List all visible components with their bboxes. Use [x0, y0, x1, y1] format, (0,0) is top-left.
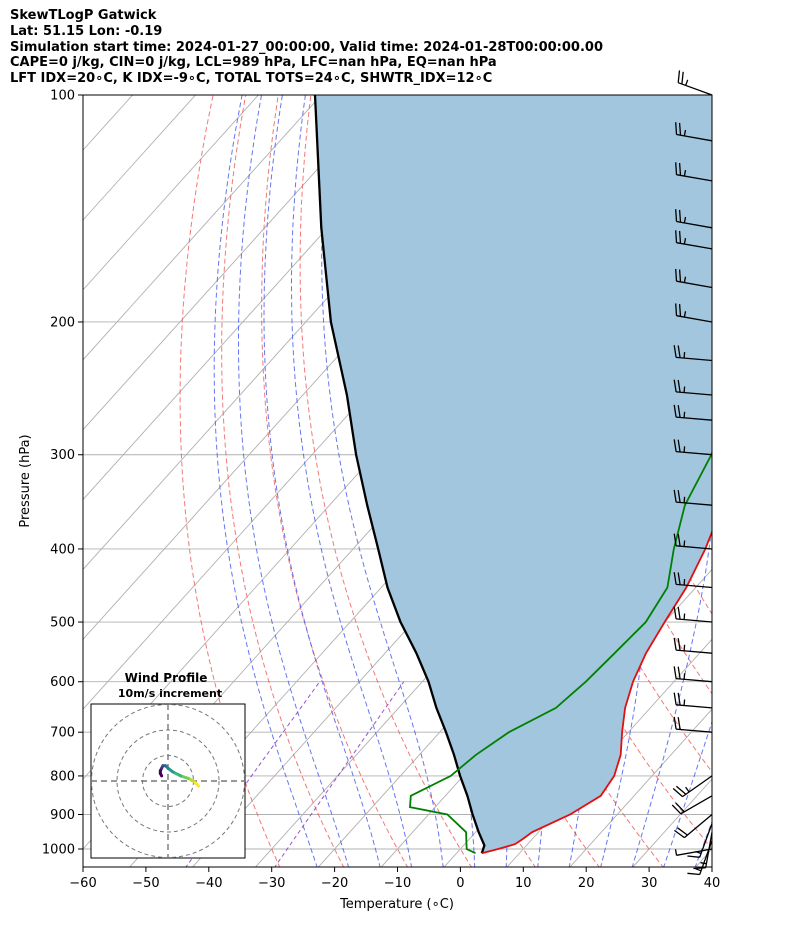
y-tick-label: 1000	[42, 843, 75, 858]
x-tick-label: −40	[195, 876, 222, 891]
title-stability-2: LFT IDX=20∘C, K IDX=-9∘C, TOTAL TOTS=24∘…	[10, 71, 493, 87]
title-times: Simulation start time: 2024-01-27_00:00:…	[10, 39, 603, 55]
x-tick-label: 30	[641, 876, 658, 891]
wind-barb	[687, 823, 713, 858]
dry-adiabat	[179, 95, 281, 867]
dry-adiabat	[261, 95, 409, 867]
y-axis-label: Pressure (hPa)	[18, 434, 33, 527]
chart-title: SkewTLogP Gatwick Lat: 51.15 Lon: -0.19 …	[10, 8, 603, 87]
x-tick-label: −60	[69, 876, 96, 891]
wind-barb	[673, 666, 713, 683]
moist-adiabat	[321, 95, 444, 867]
title-stability-1: CAPE=0 j/kg, CIN=0 j/kg, LCL=989 hPa, LF…	[10, 55, 497, 71]
y-tick-label: 400	[50, 542, 75, 557]
hodograph-title: Wind Profile	[125, 671, 208, 685]
wind-barb	[671, 795, 713, 815]
mixing-ratio-line	[274, 681, 405, 867]
hodograph	[91, 704, 245, 858]
moist-adiabat	[631, 95, 712, 867]
y-tick-label: 800	[50, 769, 75, 784]
hodograph-subtitle: 10m/s increment	[118, 687, 222, 700]
isotherm-line	[83, 95, 385, 431]
parcel-profile-line	[313, 95, 486, 854]
x-axis-label: Temperature (∘C)	[339, 897, 454, 912]
wind-barb	[674, 814, 713, 839]
wind-barb	[673, 692, 713, 709]
y-tick-label: 900	[50, 808, 75, 823]
x-tick-label: −30	[258, 876, 285, 891]
wind-barb	[673, 345, 713, 362]
wind-barb	[673, 489, 713, 506]
moist-adiabat	[238, 95, 350, 867]
x-tick-label: 20	[578, 876, 595, 891]
wind-barb	[675, 122, 713, 142]
wind-barb	[675, 230, 713, 250]
x-tick-label: −20	[321, 876, 348, 891]
x-tick-label: −50	[132, 876, 159, 891]
isotherm-line	[569, 708, 712, 867]
wind-barb	[675, 162, 713, 182]
x-tick-label: 40	[704, 876, 721, 891]
dry-adiabat	[221, 95, 345, 867]
y-tick-label: 300	[50, 448, 75, 463]
dry-adiabat	[767, 95, 794, 868]
moist-adiabat	[263, 95, 381, 867]
wind-barb	[675, 209, 713, 229]
temperature-line	[481, 529, 712, 855]
wind-barb	[672, 775, 713, 798]
wind-barb	[693, 832, 713, 870]
x-tick-label: 0	[456, 876, 464, 891]
isotherm-line	[83, 95, 322, 361]
dry-adiabat	[734, 95, 794, 868]
wind-barb	[673, 572, 713, 589]
moist-adiabat	[291, 95, 413, 867]
isotherm-line	[83, 95, 197, 221]
isotherm-line	[83, 95, 260, 291]
wind-barb	[675, 303, 713, 323]
moist-adiabat	[663, 720, 712, 867]
dry-adiabat	[701, 95, 712, 140]
wind-barb	[673, 716, 713, 733]
wind-barb	[673, 439, 713, 456]
y-tick-label: 600	[50, 675, 75, 690]
y-tick-label: 700	[50, 726, 75, 741]
wind-barbs	[671, 70, 713, 876]
title-station: SkewTLogP Gatwick	[10, 8, 157, 23]
y-tick-label: 200	[50, 315, 75, 330]
y-tick-label: 100	[50, 89, 75, 104]
isotherm-line	[506, 638, 712, 867]
dry-adiabat	[299, 95, 472, 867]
isotherm-line	[758, 78, 794, 868]
axes: −60 −50 −40 −30 −20 −10 0 10 20 30 40 1000 900 800 700…	[42, 89, 720, 892]
wind-barb	[673, 404, 713, 421]
y-tick-label: 500	[50, 616, 75, 631]
cin-shading	[315, 95, 712, 854]
wind-barb	[673, 379, 713, 396]
x-tick-label: 10	[515, 876, 532, 891]
wind-barb	[675, 268, 713, 289]
wind-barb	[673, 606, 713, 623]
wind-barb	[673, 533, 713, 550]
wind-barb	[674, 848, 713, 856]
dewpoint-line	[409, 450, 712, 855]
hodograph-segment	[158, 771, 164, 778]
x-tick-label: −10	[384, 876, 411, 891]
title-location: Lat: 51.15 Lon: -0.19	[10, 23, 163, 39]
moist-adiabat	[213, 95, 318, 867]
wind-barb	[677, 70, 713, 96]
wind-barb	[673, 637, 713, 654]
